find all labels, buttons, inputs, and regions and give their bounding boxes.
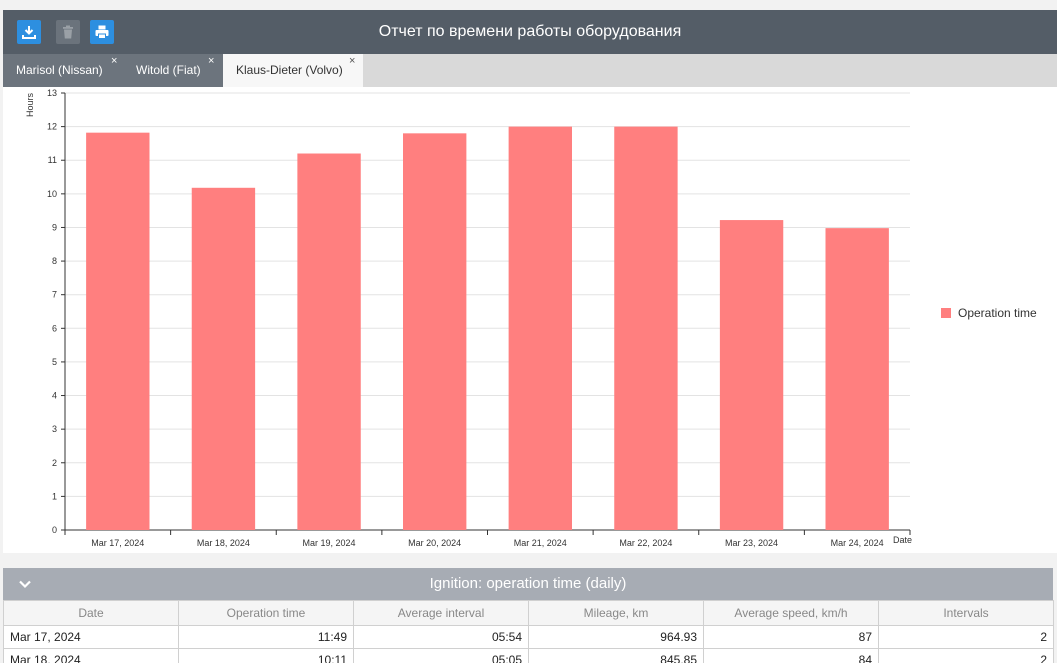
page-title: Отчет по времени работы оборудования (378, 23, 682, 40)
tab-marisol[interactable]: Marisol (Nissan) × (3, 54, 123, 87)
tab-label: Marisol (Nissan) (16, 63, 103, 77)
y-tick-label: 12 (47, 122, 57, 132)
y-tick-label: 0 (52, 525, 57, 535)
y-tick-label: 4 (52, 391, 57, 401)
x-tick-label: Mar 22, 2024 (619, 538, 672, 548)
cell-operation-time: 10:11 (178, 648, 354, 663)
download-button[interactable] (17, 20, 41, 44)
column-header[interactable]: Average interval (353, 600, 529, 626)
y-tick-label: 11 (48, 155, 57, 165)
printer-icon (95, 25, 109, 39)
trash-icon (63, 25, 73, 39)
bar (403, 133, 467, 530)
x-tick-label: Mar 20, 2024 (408, 538, 461, 548)
close-icon[interactable]: × (349, 55, 356, 67)
table-row[interactable]: Mar 17, 2024 11:49 05:54 964.93 87 2 (3, 625, 1054, 649)
close-icon[interactable]: × (208, 55, 215, 67)
chart-area: 0 1 2 3 4 5 6 7 8 9 10 11 12 13 Hours Mar 17, 2024 Mar 1… (3, 87, 1057, 553)
tab-label: Klaus-Dieter (Volvo) (236, 63, 343, 77)
cell-intervals: 2 (878, 625, 1054, 649)
column-header[interactable]: Average speed, km/h (703, 600, 879, 626)
x-tick-label: Mar 17, 2024 (91, 538, 144, 548)
cell-average-interval: 05:05 (353, 648, 529, 663)
download-icon (22, 26, 36, 39)
cell-operation-time: 11:49 (178, 625, 354, 649)
tab-klaus-dieter[interactable]: Klaus-Dieter (Volvo) × (223, 54, 363, 87)
cell-mileage: 964.93 (528, 625, 704, 649)
table-header-row: Date Operation time Average interval Mil… (3, 600, 1054, 626)
x-tick-label: Mar 21, 2024 (514, 538, 567, 548)
y-tick-label: 10 (47, 189, 57, 199)
y-tick-label: 5 (52, 357, 57, 367)
legend-swatch (941, 308, 951, 318)
column-header[interactable]: Date (3, 600, 179, 626)
chevron-down-icon[interactable] (17, 576, 33, 592)
bar (297, 153, 361, 530)
y-tick-label: 8 (52, 256, 57, 266)
y-axis-label: Hours (25, 93, 35, 118)
chart-legend: Operation time (941, 306, 1037, 320)
bar (825, 228, 889, 530)
cell-average-interval: 05:54 (353, 625, 529, 649)
x-axis-label: Date (893, 535, 912, 545)
print-button[interactable] (90, 20, 114, 44)
y-tick-label: 7 (52, 290, 57, 300)
cell-intervals: 2 (878, 648, 1054, 663)
cell-average-speed: 84 (703, 648, 879, 663)
delete-button[interactable] (56, 20, 80, 44)
x-tick-label: Mar 19, 2024 (303, 538, 356, 548)
tab-label: Witold (Fiat) (136, 63, 201, 77)
x-tick-label: Mar 24, 2024 (831, 538, 884, 548)
close-icon[interactable]: × (111, 55, 118, 67)
table-row[interactable]: Mar 18, 2024 10:11 05:05 845.85 84 2 (3, 648, 1054, 663)
y-tick-label: 2 (52, 458, 57, 468)
cell-average-speed: 87 (703, 625, 879, 649)
column-header[interactable]: Mileage, km (528, 600, 704, 626)
vehicle-tabs: Marisol (Nissan) × Witold (Fiat) × Klaus… (3, 54, 1057, 87)
report-section-title: Ignition: operation time (daily) (429, 575, 627, 592)
report-section-header[interactable]: Ignition: operation time (daily) (3, 568, 1053, 600)
y-tick-label: 13 (47, 88, 57, 98)
bar (191, 187, 256, 530)
bar (719, 220, 784, 530)
y-tick-label: 9 (52, 222, 57, 232)
x-tick-label: Mar 23, 2024 (725, 538, 778, 548)
bar (614, 126, 678, 530)
y-tick-label: 3 (52, 424, 57, 434)
bar (86, 132, 150, 531)
x-tick-label: Mar 18, 2024 (197, 538, 250, 548)
cell-mileage: 845.85 (528, 648, 704, 663)
report-header: Отчет по времени работы оборудования (3, 10, 1057, 54)
cell-date: Mar 18, 2024 (3, 648, 179, 663)
column-header[interactable]: Operation time (178, 600, 354, 626)
column-header[interactable]: Intervals (878, 600, 1054, 626)
legend-label: Operation time (958, 306, 1037, 320)
cell-date: Mar 17, 2024 (3, 625, 179, 649)
y-tick-label: 1 (52, 491, 57, 501)
bar (508, 126, 572, 530)
report-table: Date Operation time Average interval Mil… (3, 600, 1054, 663)
y-tick-label: 6 (52, 323, 57, 333)
tab-witold[interactable]: Witold (Fiat) × (123, 54, 223, 87)
